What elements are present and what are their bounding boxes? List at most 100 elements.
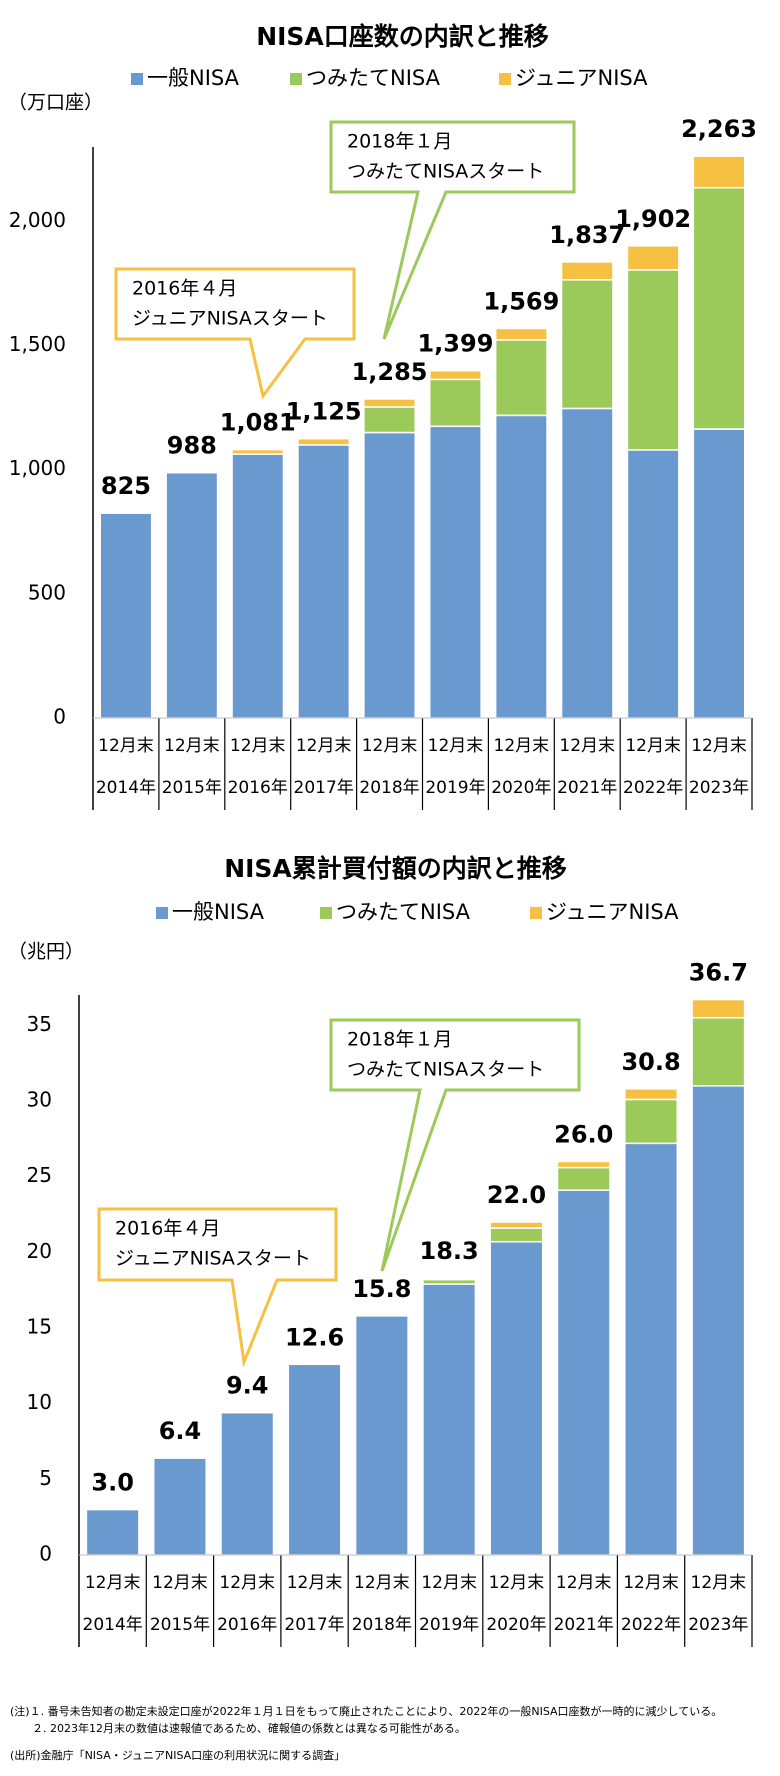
bar-segment xyxy=(692,186,746,430)
x-tick-label: 12月末 xyxy=(98,736,154,756)
x-tick-label: 12月末 xyxy=(296,736,352,756)
x-tick-label: 2015年 xyxy=(162,778,222,798)
y-axis-label: （万口座） xyxy=(8,92,103,114)
legend-label: つみたてNISA xyxy=(336,900,471,924)
bar-segment xyxy=(354,1315,409,1556)
bar-segment xyxy=(556,1189,611,1556)
bar-segment xyxy=(422,1277,477,1281)
callout xyxy=(329,1018,581,1272)
bar-segment xyxy=(363,398,417,408)
total-label: 1,837 xyxy=(549,221,625,249)
bar-segment xyxy=(428,369,482,381)
x-tick-label: 2019年 xyxy=(419,1615,479,1635)
total-label: 36.7 xyxy=(689,959,748,987)
x-tick-label: 12月末 xyxy=(691,1573,747,1593)
callout-text: ジュニアNISAスタート xyxy=(132,308,328,330)
y-tick-label: 500 xyxy=(28,580,66,604)
x-tick-label: 2022年 xyxy=(623,778,683,798)
bar-segment xyxy=(624,1142,679,1556)
legend-label: 一般NISA xyxy=(147,66,240,90)
x-tick-label: 2020年 xyxy=(491,778,551,798)
x-tick-label: 2014年 xyxy=(96,778,156,798)
bar-segment xyxy=(494,327,548,341)
x-tick-label: 2023年 xyxy=(688,1615,748,1635)
bar-segment xyxy=(626,449,680,719)
bar-segment xyxy=(556,1160,611,1169)
y-tick-label: 35 xyxy=(27,1012,52,1036)
total-label: 1,569 xyxy=(483,287,559,315)
x-tick-label: 2021年 xyxy=(557,778,617,798)
total-label: 1,125 xyxy=(286,398,362,426)
x-tick-label: 12月末 xyxy=(219,1573,275,1593)
bar-segment xyxy=(428,425,482,719)
legend-label: 一般NISA xyxy=(172,900,265,924)
legend-label: ジュニアNISA xyxy=(546,900,679,924)
y-tick-label: 25 xyxy=(27,1163,52,1187)
total-label: 9.4 xyxy=(226,1372,269,1400)
y-tick-label: 5 xyxy=(39,1466,52,1490)
x-tick-label: 2021年 xyxy=(554,1615,614,1635)
bar-segment xyxy=(297,444,351,719)
x-tick-label: 2015年 xyxy=(150,1615,210,1635)
legend-swatch xyxy=(499,73,511,85)
x-tick-label: 12月末 xyxy=(623,1573,679,1593)
x-tick-label: 12月末 xyxy=(559,736,615,756)
x-tick-label: 12月末 xyxy=(691,736,747,756)
bar-segment xyxy=(231,448,285,455)
bar-segment xyxy=(624,1098,679,1145)
callout xyxy=(97,1207,338,1368)
bar-segment xyxy=(231,453,285,719)
total-label: 1,399 xyxy=(417,330,493,358)
chart-title: NISA累計買付額の内訳と推移 xyxy=(224,854,567,883)
bar-segment xyxy=(494,339,548,417)
y-tick-label: 10 xyxy=(27,1390,52,1414)
bar-segment xyxy=(422,1283,477,1556)
x-tick-label: 12月末 xyxy=(354,1573,410,1593)
bar-segment xyxy=(494,414,548,719)
callout-text: つみたてNISAスタート xyxy=(347,161,544,183)
x-tick-label: 2018年 xyxy=(359,778,419,798)
bar-segment xyxy=(691,1085,746,1556)
total-label: 18.3 xyxy=(420,1237,479,1265)
bar-segment xyxy=(428,378,482,428)
legend-label: つみたてNISA xyxy=(306,66,441,90)
total-label: 1,285 xyxy=(352,358,428,386)
bar-segment xyxy=(626,245,680,271)
callout-text: 2018年１月 xyxy=(347,131,452,153)
x-tick-label: 2016年 xyxy=(217,1615,277,1635)
x-tick-label: 2018年 xyxy=(352,1615,412,1635)
x-tick-label: 12月末 xyxy=(421,1573,477,1593)
bar-segment xyxy=(165,471,219,719)
total-label: 26.0 xyxy=(554,1120,613,1148)
bar-segment xyxy=(692,155,746,189)
x-tick-label: 2023年 xyxy=(689,778,749,798)
total-label: 15.8 xyxy=(352,1275,411,1303)
y-tick-label: 30 xyxy=(27,1087,52,1111)
x-tick-label: 2016年 xyxy=(228,778,288,798)
callout-text: 2018年１月 xyxy=(347,1029,452,1051)
bar-segment xyxy=(85,1508,140,1556)
x-tick-label: 12月末 xyxy=(556,1573,612,1593)
total-label: 12.6 xyxy=(285,1323,344,1351)
total-label: 22.0 xyxy=(487,1181,546,1209)
y-tick-label: 15 xyxy=(27,1314,52,1338)
x-tick-label: 12月末 xyxy=(625,736,681,756)
x-tick-label: 12月末 xyxy=(287,1573,343,1593)
bar-segment xyxy=(287,1363,342,1556)
y-tick-label: 0 xyxy=(39,1542,52,1566)
chart-title: NISA口座数の内訳と推移 xyxy=(256,22,549,51)
callout-text: ジュニアNISAスタート xyxy=(115,1248,311,1270)
callout-text: 2016年４月 xyxy=(115,1218,220,1240)
total-label: 6.4 xyxy=(159,1417,202,1445)
x-tick-label: 12月末 xyxy=(494,736,550,756)
bar-segment xyxy=(152,1457,207,1556)
bar-segment xyxy=(691,998,746,1019)
x-tick-label: 12月末 xyxy=(362,736,418,756)
bar-segment xyxy=(560,407,614,719)
legend-label: ジュニアNISA xyxy=(515,66,648,90)
bar-segment xyxy=(297,437,351,446)
x-tick-label: 12月末 xyxy=(85,1573,141,1593)
x-tick-label: 2020年 xyxy=(486,1615,546,1635)
y-tick-label: 1,500 xyxy=(9,332,66,356)
